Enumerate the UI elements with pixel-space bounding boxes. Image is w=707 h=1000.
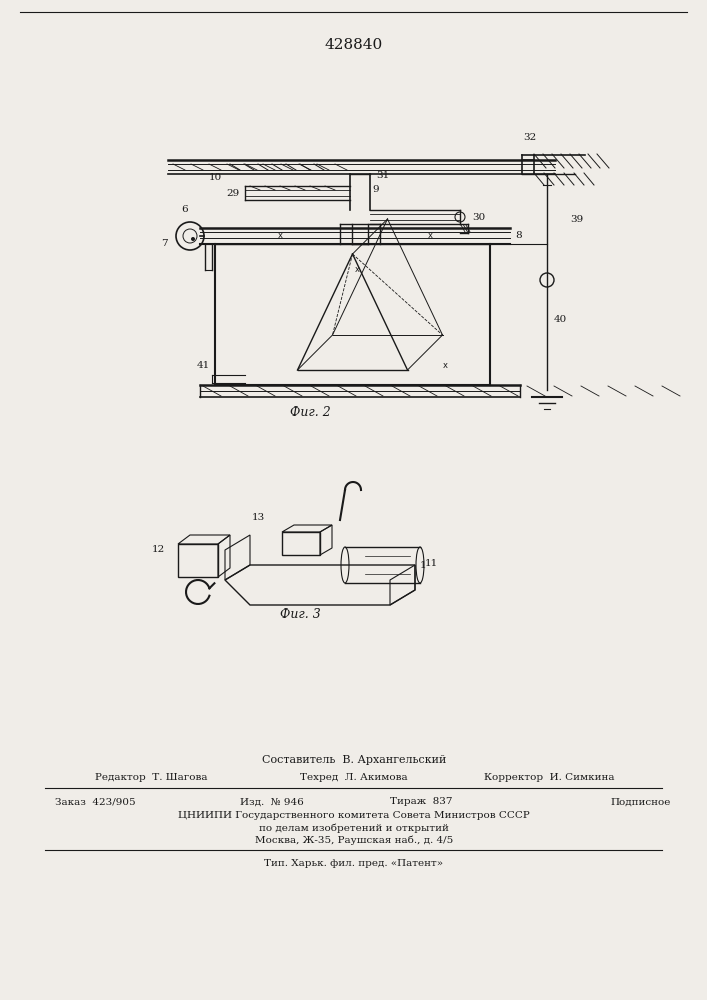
Text: 32: 32 bbox=[523, 133, 537, 142]
Text: x: x bbox=[278, 232, 283, 240]
Text: 10: 10 bbox=[209, 172, 222, 182]
Text: 39: 39 bbox=[570, 216, 583, 225]
Text: Составитель  В. Архангельский: Составитель В. Архангельский bbox=[262, 755, 446, 765]
Text: Москва, Ж-35, Раушская наб., д. 4/5: Москва, Ж-35, Раушская наб., д. 4/5 bbox=[255, 835, 453, 845]
Text: ЦНИИПИ Государственного комитета Совета Министров СССР: ЦНИИПИ Государственного комитета Совета … bbox=[178, 812, 530, 820]
Text: 11: 11 bbox=[425, 558, 438, 568]
Text: 29: 29 bbox=[227, 188, 240, 198]
Circle shape bbox=[191, 237, 195, 241]
Text: 7: 7 bbox=[161, 239, 168, 248]
Text: Редактор  Т. Шагова: Редактор Т. Шагова bbox=[95, 774, 207, 782]
Text: 13: 13 bbox=[252, 513, 265, 522]
Text: Корректор  И. Симкина: Корректор И. Симкина bbox=[484, 774, 615, 782]
Text: 30: 30 bbox=[472, 213, 485, 222]
Text: 41: 41 bbox=[197, 360, 210, 369]
Text: 6: 6 bbox=[182, 205, 188, 214]
Text: 31: 31 bbox=[376, 170, 390, 180]
Text: 12: 12 bbox=[152, 546, 165, 554]
Text: Тип. Харьк. фил. пред. «Патент»: Тип. Харьк. фил. пред. «Патент» bbox=[264, 859, 443, 868]
Text: x: x bbox=[443, 360, 448, 369]
Text: x: x bbox=[428, 232, 433, 240]
Text: 9: 9 bbox=[372, 186, 379, 194]
Text: Фиг. 3: Фиг. 3 bbox=[280, 608, 320, 621]
Text: 1: 1 bbox=[420, 560, 426, 570]
Text: 8: 8 bbox=[515, 232, 522, 240]
Text: по делам изобретений и открытий: по делам изобретений и открытий bbox=[259, 823, 449, 833]
Text: Изд.  № 946: Изд. № 946 bbox=[240, 798, 304, 806]
Text: x: x bbox=[355, 264, 360, 273]
Text: Заказ  423/905: Заказ 423/905 bbox=[55, 798, 136, 806]
Text: Техред  Л. Акимова: Техред Л. Акимова bbox=[300, 774, 408, 782]
Text: 40: 40 bbox=[554, 316, 567, 324]
Text: Тираж  837: Тираж 837 bbox=[390, 798, 452, 806]
Text: Фиг. 2: Фиг. 2 bbox=[290, 406, 330, 420]
Text: 428840: 428840 bbox=[325, 38, 383, 52]
Text: Подписное: Подписное bbox=[610, 798, 670, 806]
